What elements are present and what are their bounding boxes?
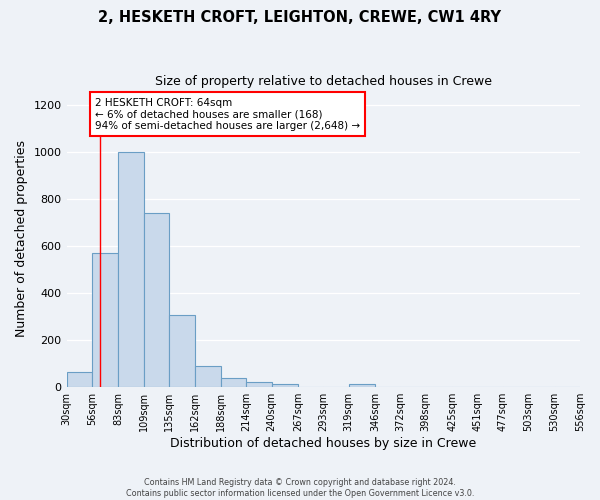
Y-axis label: Number of detached properties: Number of detached properties [15,140,28,338]
Text: Contains HM Land Registry data © Crown copyright and database right 2024.
Contai: Contains HM Land Registry data © Crown c… [126,478,474,498]
Bar [143,213,169,387]
Bar [272,384,298,387]
Bar [67,372,92,387]
X-axis label: Distribution of detached houses by size in Crewe: Distribution of detached houses by size … [170,437,476,450]
Text: 2, HESKETH CROFT, LEIGHTON, CREWE, CW1 4RY: 2, HESKETH CROFT, LEIGHTON, CREWE, CW1 4… [98,10,502,25]
Bar [349,384,375,387]
Bar [221,378,246,387]
Bar [92,253,118,387]
Bar [169,316,196,387]
Bar [246,382,272,387]
Text: 2 HESKETH CROFT: 64sqm
← 6% of detached houses are smaller (168)
94% of semi-det: 2 HESKETH CROFT: 64sqm ← 6% of detached … [95,98,360,131]
Bar [196,366,221,387]
Title: Size of property relative to detached houses in Crewe: Size of property relative to detached ho… [155,75,492,88]
Bar [118,152,143,387]
